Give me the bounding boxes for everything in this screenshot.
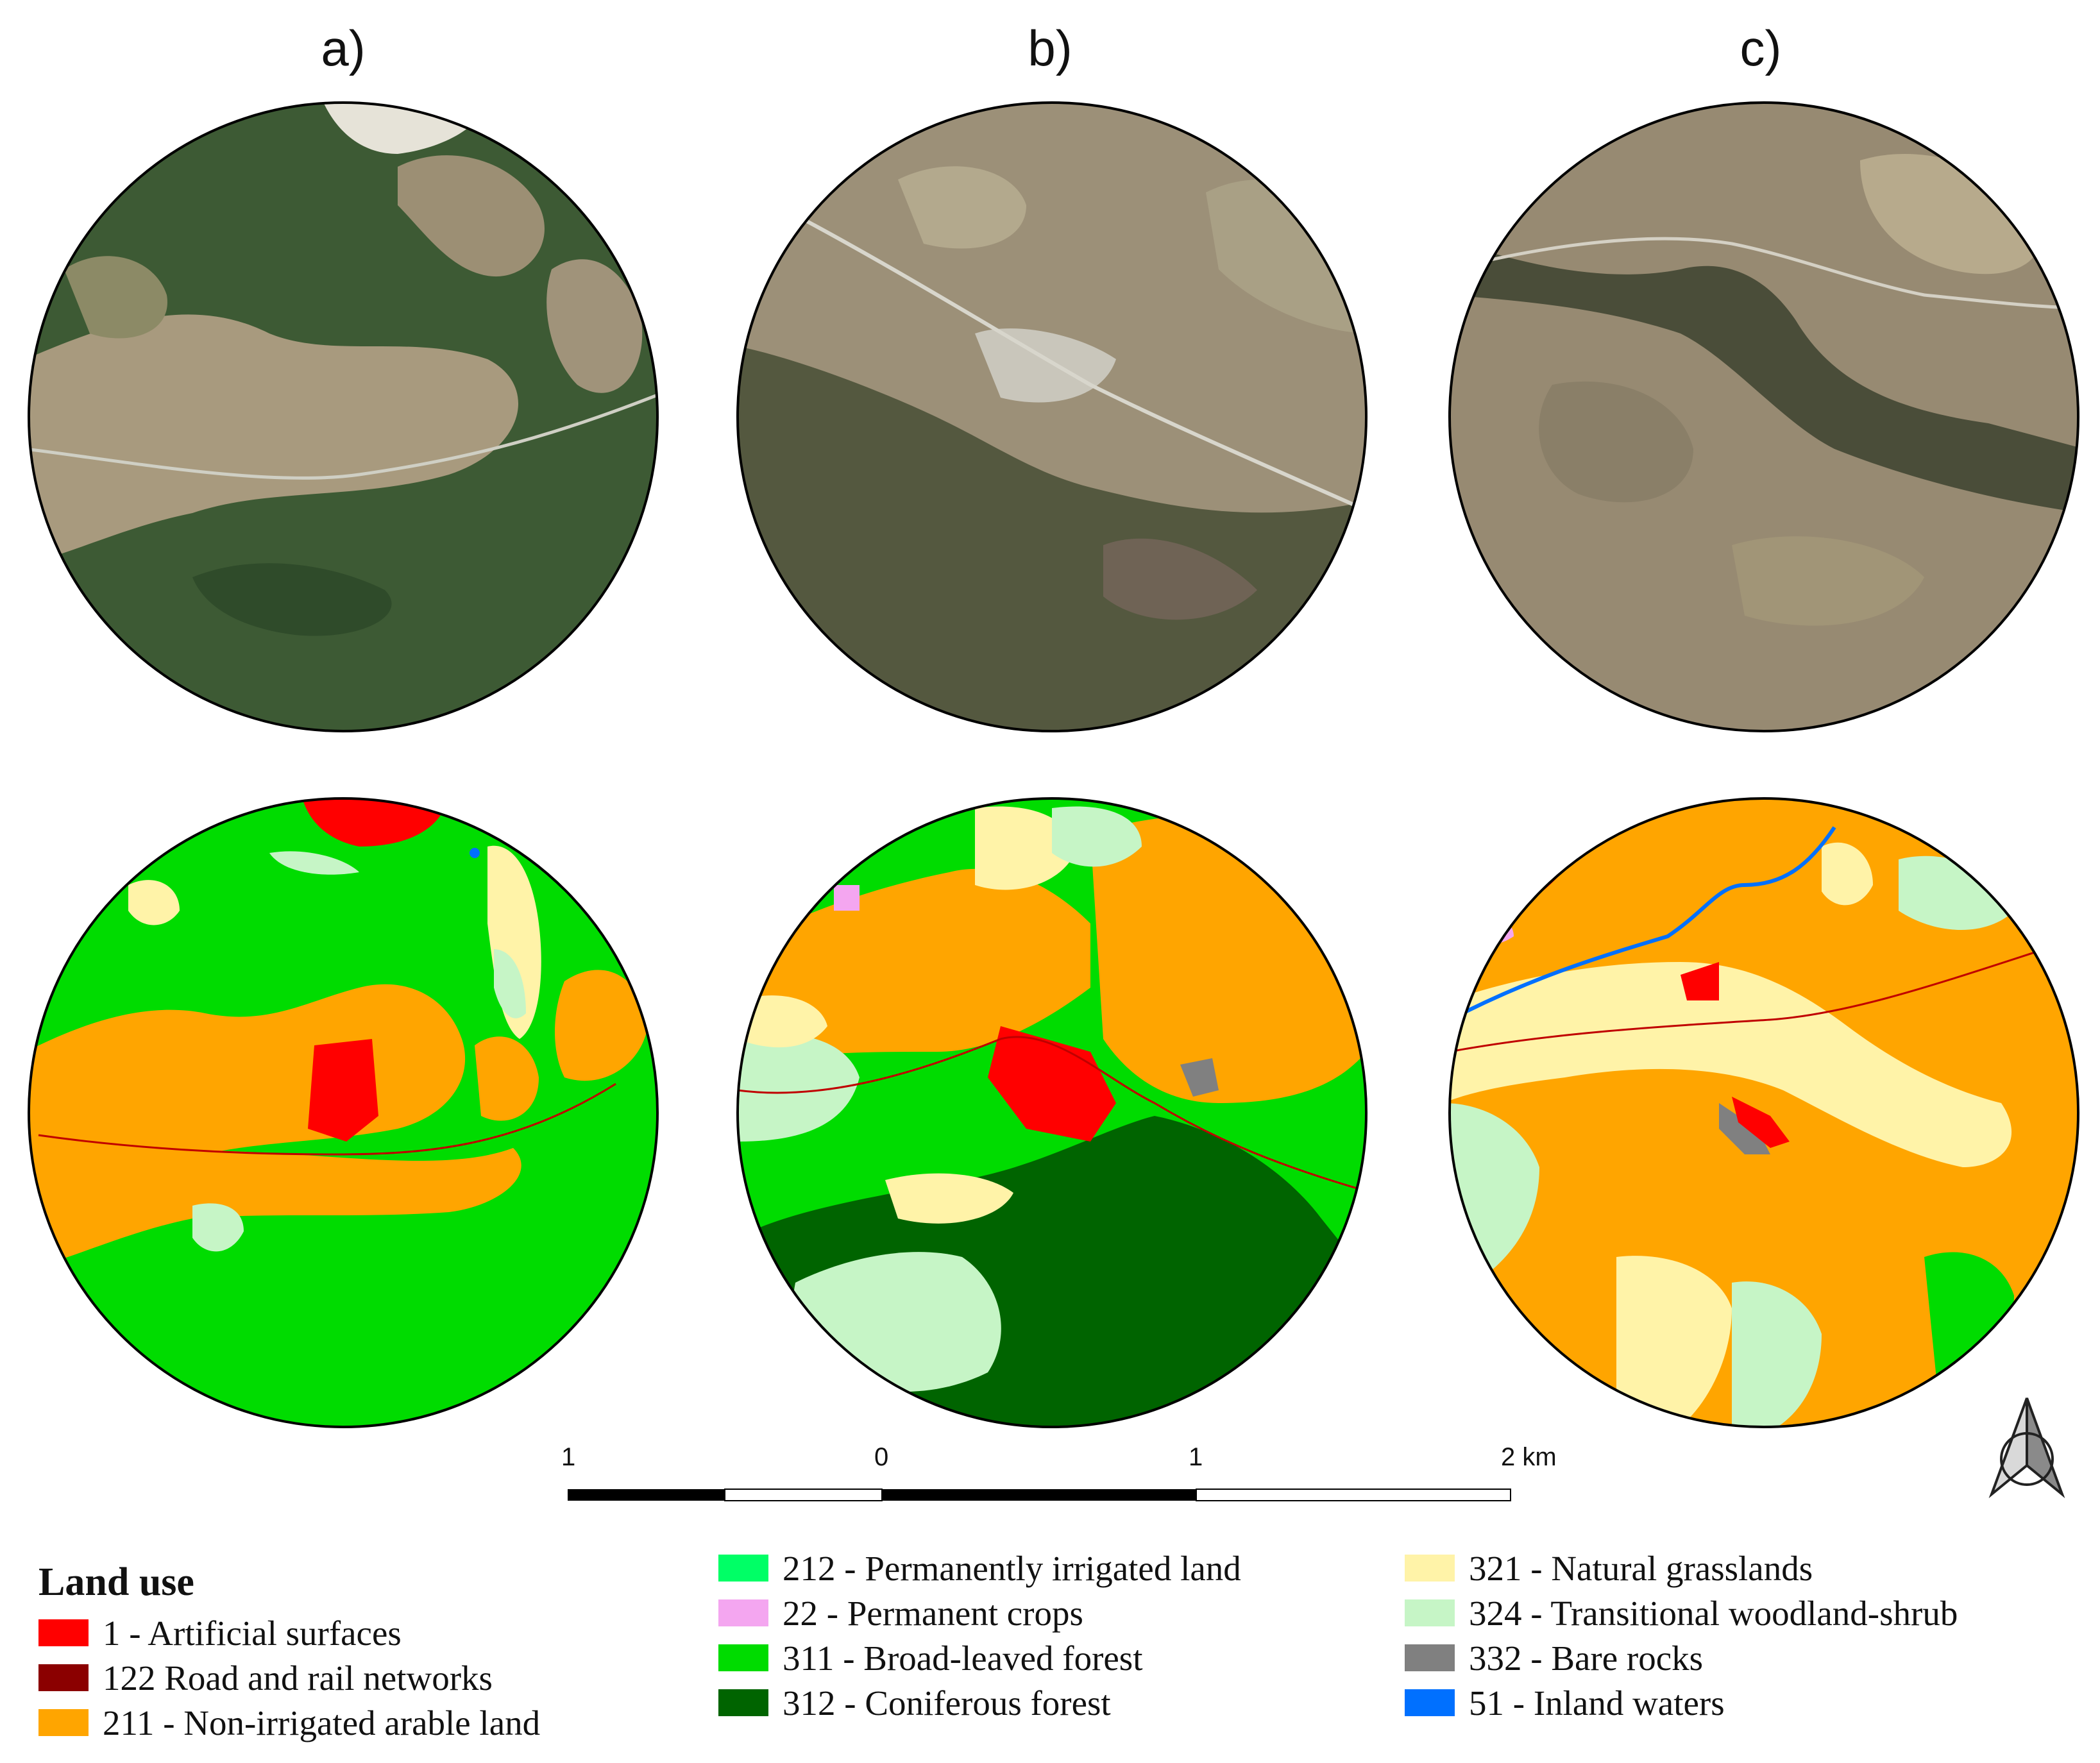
legend-label: 324 - Transitional woodland-shrub <box>1469 1593 1958 1633</box>
north-arrow-icon <box>1988 1397 2065 1499</box>
legend-swatch <box>38 1664 89 1691</box>
legend-item: 332 - Bare rocks <box>1405 1638 1704 1678</box>
panel-label-b: b) <box>1028 20 1072 76</box>
legend-label: 211 - Non-irrigated arable land <box>103 1703 541 1742</box>
scale-bar-segment <box>568 1489 725 1501</box>
aerial-image-c <box>1450 103 2078 731</box>
scale-bar-segment <box>882 1489 1196 1501</box>
legend-label: 122 Road and rail networks <box>103 1658 493 1698</box>
scale-tick-label: 2 km <box>1501 1443 1557 1471</box>
legend-label: 51 - Inland waters <box>1469 1683 1725 1723</box>
legend-swatch <box>1405 1689 1455 1716</box>
legend-swatch <box>718 1599 768 1626</box>
legend-item: 324 - Transitional woodland-shrub <box>1405 1593 1958 1633</box>
legend-item: 122 Road and rail networks <box>38 1658 493 1698</box>
scale-bar-segment <box>1196 1489 1511 1501</box>
landuse-map-a <box>29 798 657 1427</box>
scale-tick-label: 0 <box>874 1443 889 1471</box>
legend-swatch <box>718 1644 768 1671</box>
legend-swatch <box>38 1619 89 1646</box>
legend-swatch <box>1405 1644 1455 1671</box>
legend-item: 1 - Artificial surfaces <box>38 1613 402 1653</box>
legend-item: 22 - Permanent crops <box>718 1593 1083 1633</box>
scale-tick-label: 1 <box>561 1443 576 1471</box>
legend-item: 321 - Natural grasslands <box>1405 1548 1813 1588</box>
legend-swatch <box>1405 1555 1455 1582</box>
legend-swatch <box>718 1689 768 1716</box>
legend-label: 332 - Bare rocks <box>1469 1638 1704 1678</box>
legend-label: 321 - Natural grasslands <box>1469 1548 1813 1588</box>
landuse-map-b <box>738 798 1366 1427</box>
scale-bar <box>568 1489 1511 1501</box>
legend-swatch <box>38 1709 89 1736</box>
legend-item: 211 - Non-irrigated arable land <box>38 1703 540 1742</box>
scale-bar-segment <box>724 1489 883 1501</box>
legend-label: 311 - Broad-leaved forest <box>783 1638 1143 1678</box>
legend-item: 312 - Coniferous forest <box>718 1683 1111 1723</box>
legend-item: 212 - Permanently irrigated land <box>718 1548 1241 1588</box>
legend-swatch <box>718 1555 768 1582</box>
panel-label-c: c) <box>1740 20 1782 76</box>
legend-title: Land use <box>38 1560 194 1604</box>
legend-swatch <box>1405 1599 1455 1626</box>
legend-label: 212 - Permanently irrigated land <box>783 1548 1241 1588</box>
legend-label: 312 - Coniferous forest <box>783 1683 1111 1723</box>
legend-item: 51 - Inland waters <box>1405 1683 1725 1723</box>
legend-item: 311 - Broad-leaved forest <box>718 1638 1143 1678</box>
scale-tick-label: 1 <box>1189 1443 1203 1471</box>
aerial-image-b <box>738 103 1366 731</box>
aerial-image-a <box>29 103 657 731</box>
legend-label: 1 - Artificial surfaces <box>103 1613 402 1653</box>
legend-label: 22 - Permanent crops <box>783 1593 1083 1633</box>
panel-label-a: a) <box>321 20 366 76</box>
